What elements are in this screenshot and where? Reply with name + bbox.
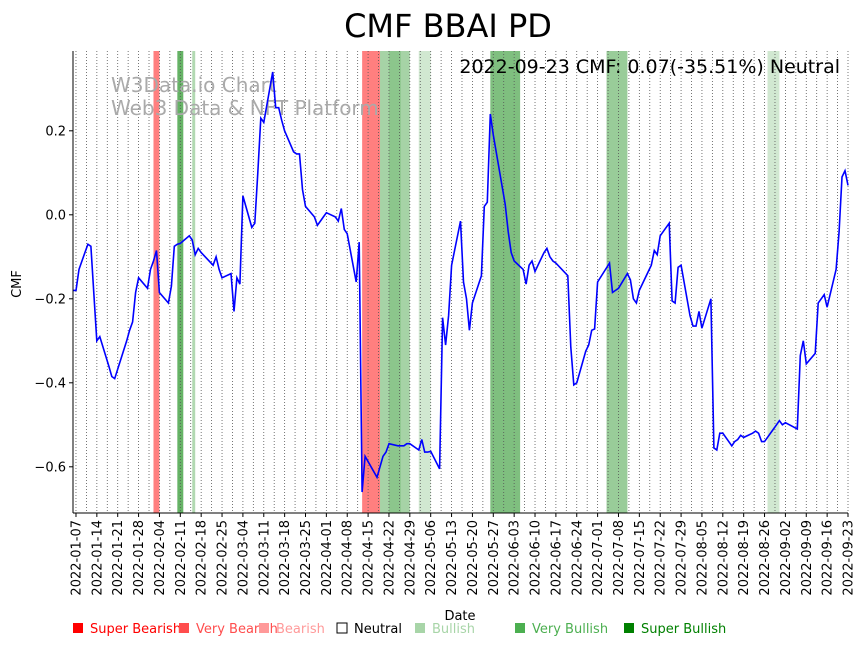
- x-tick-label-15: 2022-04-22: [382, 520, 397, 596]
- x-tick-label-12: 2022-04-01: [320, 520, 335, 596]
- x-tick-label-9: 2022-03-11: [257, 520, 272, 596]
- shaded-region-7: [418, 51, 431, 513]
- x-tick-label-6: 2022-02-18: [195, 520, 210, 596]
- x-axis-ticks: 2022-01-07 2022-01-14 2022-01-21 2022-01-28…: [69, 513, 857, 596]
- x-tick-label-5: 2022-02-11: [174, 520, 189, 596]
- watermark-line-1: W3Data.io Chart: [111, 73, 277, 97]
- shaded-region-3: [362, 51, 381, 513]
- x-tick-label-18: 2022-05-13: [445, 520, 460, 596]
- legend-swatch-2: [259, 623, 269, 633]
- x-tick-label-33: 2022-08-26: [758, 520, 773, 596]
- x-tick-label-11: 2022-03-25: [299, 520, 314, 596]
- axes: [72, 51, 848, 514]
- x-tick-label-16: 2022-04-29: [403, 520, 418, 596]
- legend-label-0: Super Bearish: [90, 622, 181, 637]
- y-tick-label-0: 0.2: [45, 124, 66, 139]
- legend-label-4: Bullish: [432, 622, 475, 637]
- cmf-series-line: [73, 71, 849, 493]
- shaded-region-9: [606, 51, 628, 513]
- x-tick-label-7: 2022-02-25: [216, 520, 231, 596]
- x-tick-label-37: 2022-09-23: [842, 520, 857, 596]
- y-axis-ticks: 0.2 0.0 −0.2 −0.4 −0.6: [34, 124, 73, 475]
- x-tick-label-28: 2022-07-22: [654, 520, 669, 596]
- x-tick-label-31: 2022-08-12: [716, 520, 731, 596]
- x-tick-label-10: 2022-03-18: [278, 520, 293, 596]
- shaded-region-2: [192, 51, 196, 513]
- x-tick-label-3: 2022-01-28: [132, 520, 147, 596]
- legend-label-2: Bearish: [276, 622, 325, 637]
- x-tick-label-30: 2022-08-05: [695, 520, 710, 596]
- x-tick-label-13: 2022-04-08: [341, 520, 356, 596]
- x-tick-label-24: 2022-06-24: [570, 520, 585, 596]
- x-tick-label-34: 2022-09-02: [779, 520, 794, 596]
- y-axis-label: CMF: [10, 270, 25, 298]
- vertical-grid: [75, 51, 849, 513]
- legend-label-5: Very Bullish: [532, 622, 608, 637]
- y-tick-label-4: −0.6: [34, 460, 66, 475]
- x-tick-label-36: 2022-09-16: [821, 520, 836, 596]
- x-tick-label-32: 2022-08-19: [737, 520, 752, 596]
- x-tick-label-27: 2022-07-15: [633, 520, 648, 596]
- legend-swatch-5: [515, 623, 525, 633]
- y-tick-label-2: −0.2: [34, 292, 66, 307]
- legend-label-3: Neutral: [354, 622, 402, 637]
- shaded-region-4: [380, 51, 389, 513]
- legend-swatch-3: [336, 622, 348, 634]
- watermark: W3Data.io Chart Web3 Data & NFT Platform: [111, 73, 379, 120]
- legend-swatch-0: [73, 623, 83, 633]
- x-tick-label-22: 2022-06-10: [529, 520, 544, 596]
- y-tick-label-3: −0.4: [34, 376, 66, 391]
- legend-label-1: Very Bearish: [196, 622, 278, 637]
- x-tick-label-19: 2022-05-20: [466, 520, 481, 596]
- x-tick-label-0: 2022-01-07: [69, 520, 84, 596]
- sentiment-shading-layer: [153, 51, 780, 513]
- x-tick-label-35: 2022-09-09: [800, 520, 815, 596]
- shaded-region-10: [767, 51, 780, 513]
- x-tick-label-25: 2022-07-01: [591, 520, 606, 596]
- legend-label-6: Super Bullish: [641, 622, 726, 637]
- x-tick-label-21: 2022-06-03: [508, 520, 523, 596]
- x-tick-label-14: 2022-04-15: [362, 520, 377, 596]
- shaded-region-0: [153, 51, 160, 513]
- legend-swatch-4: [415, 623, 425, 633]
- latest-value-annotation: 2022-09-23 CMF: 0.07(-35.51%) Neutral: [459, 56, 840, 78]
- legend-swatch-6: [624, 623, 634, 633]
- x-tick-label-29: 2022-07-29: [675, 520, 690, 596]
- watermark-line-2: Web3 Data & NFT Platform: [111, 96, 379, 120]
- x-tick-label-2: 2022-01-21: [111, 520, 126, 596]
- shaded-region-6: [400, 51, 410, 513]
- shaded-region-8: [490, 51, 521, 513]
- x-tick-label-20: 2022-05-27: [487, 520, 502, 596]
- x-tick-label-4: 2022-02-04: [153, 520, 168, 596]
- x-axis-label: Date: [444, 609, 475, 624]
- x-tick-label-17: 2022-05-06: [424, 520, 439, 596]
- x-tick-label-8: 2022-03-04: [236, 520, 251, 596]
- legend-swatch-1: [179, 623, 189, 633]
- shaded-region-5: [388, 51, 401, 513]
- x-tick-label-26: 2022-07-08: [612, 520, 627, 596]
- y-tick-label-1: 0.0: [45, 208, 66, 223]
- chart-title: CMF BBAI PD: [344, 7, 552, 45]
- x-tick-label-23: 2022-06-17: [549, 520, 564, 596]
- x-tick-label-1: 2022-01-14: [90, 520, 105, 596]
